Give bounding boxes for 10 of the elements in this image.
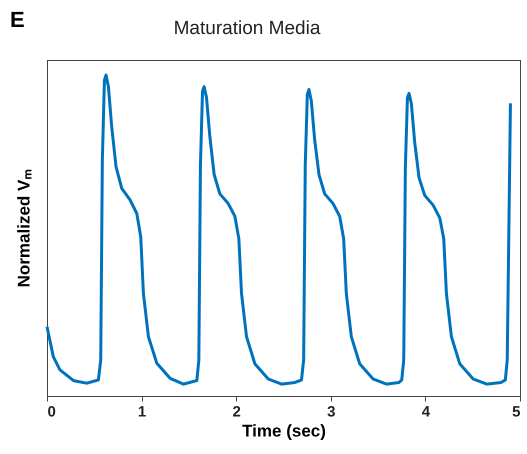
x-tick-label: 3 [327, 404, 336, 420]
y-axis-title: Normalized Vₘ [14, 170, 34, 288]
x-tick-label: 1 [138, 404, 146, 420]
chart-title: Maturation Media [174, 18, 321, 39]
text: E [10, 7, 25, 32]
x-axis-title: Time (sec) [242, 422, 326, 440]
x-tick-label: 2 [232, 404, 241, 420]
x-tick-label: 5 [512, 404, 520, 420]
x-tick-label: 0 [48, 404, 56, 420]
x-tick-label: 4 [422, 404, 431, 420]
